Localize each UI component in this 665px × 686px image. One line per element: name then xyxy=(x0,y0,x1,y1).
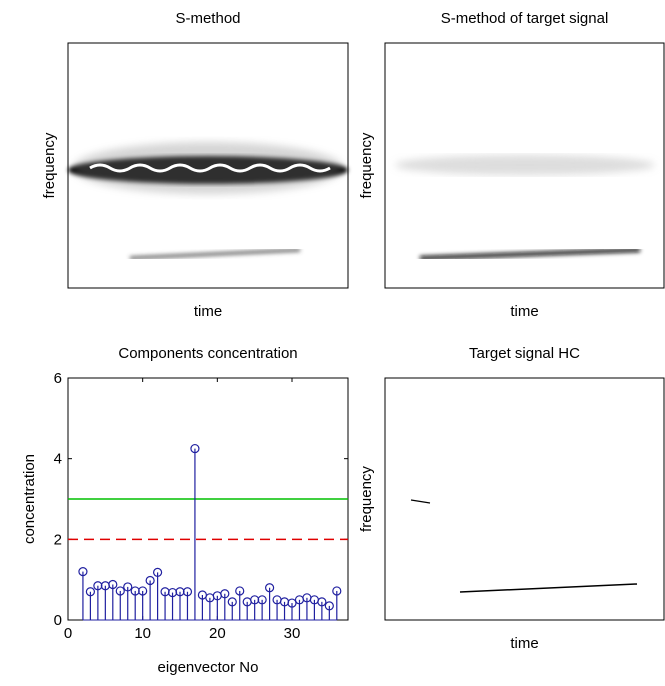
chart-title: Components concentration xyxy=(118,345,297,362)
x-tick-label: 10 xyxy=(134,625,151,642)
stem-marker xyxy=(265,583,275,593)
stem-marker xyxy=(257,595,267,605)
x-tick-label: 20 xyxy=(209,625,226,642)
stem-marker xyxy=(227,597,237,607)
chart-title: Target signal HC xyxy=(469,345,580,362)
stem-marker xyxy=(332,586,342,596)
x-tick-label: 30 xyxy=(284,625,301,642)
y-tick-label: 6 xyxy=(54,370,62,387)
axes-box xyxy=(384,42,665,289)
stem-marker xyxy=(108,579,118,590)
stem-marker xyxy=(324,601,334,611)
tf-image xyxy=(395,155,655,260)
chart-title: S-method xyxy=(175,10,240,27)
stem-marker xyxy=(317,597,327,607)
stem-marker xyxy=(190,443,200,454)
tf-image xyxy=(410,499,638,593)
axes-box xyxy=(384,377,665,621)
stem-marker xyxy=(235,586,245,596)
axes-box xyxy=(67,42,349,289)
x-tick-label: 0 xyxy=(64,625,72,642)
y-axis-label: frequency xyxy=(41,132,58,198)
y-axis-label: frequency xyxy=(358,466,375,532)
y-axis-label: frequency xyxy=(358,132,375,198)
x-axis-label: time xyxy=(510,635,538,652)
stem-marker xyxy=(220,589,230,599)
stem-marker xyxy=(145,575,155,586)
stem-marker xyxy=(85,587,96,597)
x-axis-label: time xyxy=(510,303,538,320)
x-axis-label: eigenvector No xyxy=(158,659,259,676)
y-tick-label: 2 xyxy=(54,531,62,548)
tf-image xyxy=(68,142,348,260)
stem-marker xyxy=(138,586,148,596)
stem-marker xyxy=(115,586,125,596)
stem-marker xyxy=(78,566,88,577)
stem-marker xyxy=(182,587,193,597)
stem-marker xyxy=(287,598,297,608)
y-tick-label: 4 xyxy=(54,451,62,468)
x-axis-label: time xyxy=(194,303,222,320)
stem-marker xyxy=(153,567,163,578)
y-axis-label: concentration xyxy=(21,454,38,544)
stem-marker xyxy=(123,582,133,592)
chart-title: S-method of target signal xyxy=(441,10,609,27)
y-tick-label: 0 xyxy=(54,612,62,629)
